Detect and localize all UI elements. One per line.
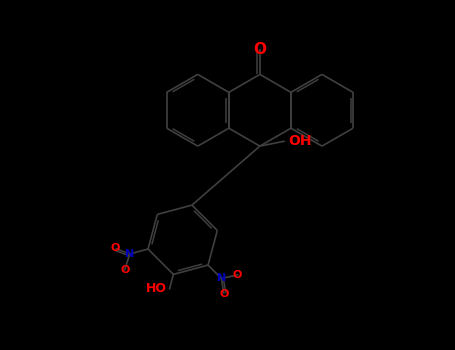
Text: OH: OH: [288, 134, 311, 148]
Text: O: O: [219, 289, 228, 299]
Text: N: N: [217, 273, 226, 284]
Text: O: O: [120, 265, 129, 275]
Text: O: O: [233, 270, 243, 280]
Text: O: O: [253, 42, 266, 57]
Text: N: N: [125, 249, 134, 259]
Text: O: O: [111, 244, 120, 253]
Text: HO: HO: [146, 282, 167, 295]
